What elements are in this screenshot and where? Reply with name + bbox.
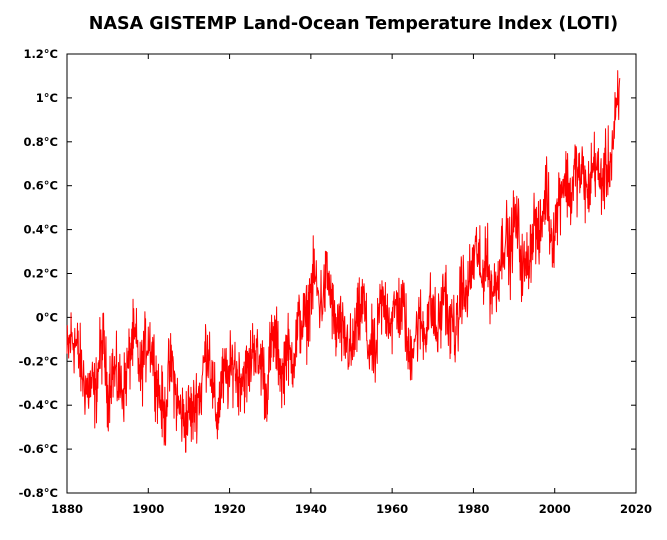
y-tick-label: -0.6°C [19,442,58,456]
y-tick-label: 0.2°C [23,267,58,281]
x-tick-label: 1940 [295,502,327,516]
x-tick-label: 2000 [539,502,571,516]
y-tick-label: 0.6°C [23,179,58,193]
temperature-series-line [66,70,621,453]
y-tick-label: 0°C [36,310,58,324]
x-tick-label: 1880 [51,502,83,516]
y-tick-label: -0.2°C [19,354,58,368]
x-tick-label: 1960 [376,502,408,516]
y-tick-label: 1.2°C [23,47,58,61]
x-tick-label: 2020 [620,502,652,516]
y-tick-label: -0.8°C [19,486,58,500]
y-tick-label: 1°C [36,91,58,105]
chart-title: NASA GISTEMP Land-Ocean Temperature Inde… [88,14,619,34]
y-tick-label: 0.4°C [23,223,58,237]
x-tick-label: 1900 [132,502,164,516]
x-tick-label: 1920 [214,502,246,516]
y-tick-label: -0.4°C [19,398,58,412]
plot-frame [66,53,637,494]
y-tick-label: 0.8°C [23,135,58,149]
x-tick-label: 1980 [457,502,489,516]
